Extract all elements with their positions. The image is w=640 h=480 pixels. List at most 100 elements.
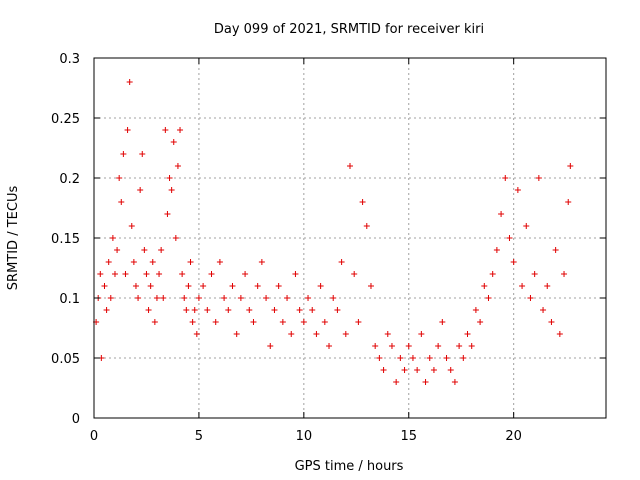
data-marks [93,79,574,385]
x-tick-label: 5 [195,429,203,444]
plot-frame [93,57,607,419]
data-point [191,307,198,313]
data-point [531,271,538,277]
data-point [439,319,446,325]
data-point [254,283,261,289]
data-point [523,223,530,229]
grid [94,58,606,418]
data-point [189,319,196,325]
data-point [309,307,316,313]
chart-title: Day 099 of 2021, SRMTID for receiver kir… [214,22,484,37]
data-point [355,319,362,325]
data-point [447,367,454,373]
data-point [271,307,278,313]
data-point [145,307,152,313]
data-point [242,271,249,277]
data-point [510,259,517,265]
data-point [221,295,228,301]
data-point [132,283,139,289]
data-point [561,271,568,277]
data-point [225,307,232,313]
data-point [300,319,307,325]
y-tick-label: 0.3 [59,52,80,67]
data-point [229,283,236,289]
data-point [502,175,509,181]
data-point [481,283,488,289]
x-tick-label: 20 [505,429,522,444]
data-point [443,355,450,361]
data-point [275,283,282,289]
data-point [456,343,463,349]
data-point [334,307,341,313]
data-point [380,367,387,373]
data-point [187,259,194,265]
data-point [120,151,127,157]
data-point [109,235,116,241]
data-point [174,163,181,169]
axes: 0 5 10 15 20 0 0.05 0.1 0.15 0.2 0.25 0.3 [51,52,607,444]
data-point [246,307,253,313]
data-point [351,271,358,277]
data-point [185,283,192,289]
data-point [151,319,158,325]
x-tick-label: 0 [90,429,98,444]
data-point [305,295,312,301]
x-tick-label: 15 [400,429,417,444]
data-point [162,127,169,133]
y-tick-label: 0 [72,412,80,427]
data-point [409,355,416,361]
data-point [477,319,484,325]
data-point [179,271,186,277]
data-point [107,295,114,301]
data-point [519,283,526,289]
data-point [101,283,108,289]
data-point [422,379,429,385]
data-point [158,247,165,253]
data-point [200,283,207,289]
data-point [111,271,118,277]
data-point [376,355,383,361]
data-point [451,379,458,385]
data-point [326,343,333,349]
data-point [168,187,175,193]
data-point [97,271,104,277]
data-point [288,331,295,337]
x-tick-label: 10 [296,429,313,444]
data-point [284,295,291,301]
data-point [548,319,555,325]
data-point [141,247,148,253]
data-point [216,259,223,265]
data-point [426,355,433,361]
data-point [135,295,142,301]
data-point [118,199,125,205]
data-point [401,367,408,373]
data-point [430,367,437,373]
data-point [143,271,150,277]
data-point [321,319,328,325]
data-point [464,331,471,337]
data-point [493,247,500,253]
data-point [397,355,404,361]
data-point [372,343,379,349]
data-point [122,271,129,277]
data-point [204,307,211,313]
data-point [103,307,110,313]
data-point [540,307,547,313]
data-point [208,271,215,277]
data-point [388,343,395,349]
data-point [193,331,200,337]
data-point [250,319,257,325]
data-point [139,151,146,157]
data-point [137,187,144,193]
data-point [279,319,286,325]
data-point [258,259,265,265]
data-point [166,175,173,181]
data-point [485,295,492,301]
data-point [405,343,412,349]
data-point [414,367,421,373]
y-tick-label: 0.25 [51,112,80,127]
data-point [489,271,496,277]
data-point [498,211,505,217]
data-point [263,295,270,301]
y-tick-label: 0.2 [59,172,80,187]
